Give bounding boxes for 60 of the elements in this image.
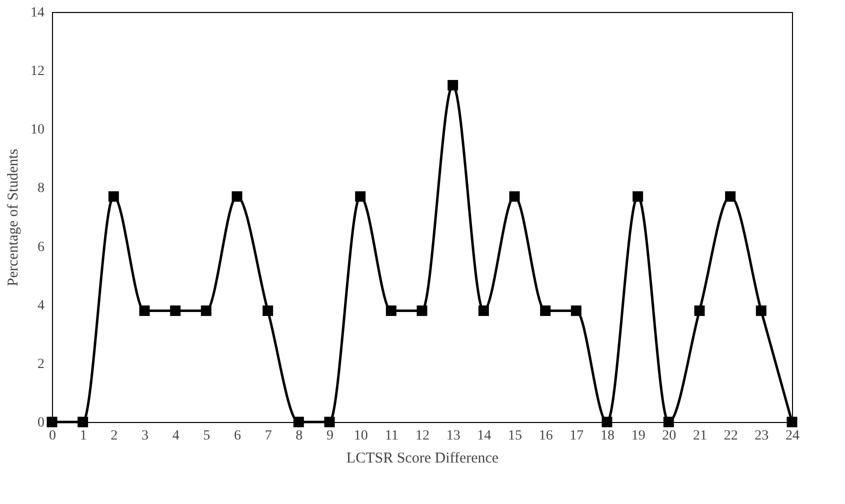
y-tick-label: 10 [30, 122, 44, 138]
point [663, 416, 674, 428]
y-tick-label: 12 [30, 64, 44, 80]
y-tick-label: 14 [30, 6, 44, 20]
point [355, 191, 366, 202]
x-tick-label: 12 [416, 428, 430, 444]
y-tick-label: 8 [38, 181, 44, 196]
x-tick-label: 7 [264, 428, 272, 444]
point [78, 416, 88, 428]
point [262, 305, 274, 316]
point [200, 305, 212, 316]
point [46, 416, 58, 428]
x-tick-label: 3 [142, 428, 148, 444]
x-axis-title: LCTSR Score Difference [346, 450, 499, 466]
point [139, 305, 150, 316]
y-axis-title: Percentage of Students [6, 148, 22, 286]
y-tick-label: 0 [38, 416, 44, 430]
y-tick-label: 6 [38, 240, 44, 255]
x-tick-label: 1 [80, 428, 87, 444]
x-tick-label: 14 [477, 428, 492, 444]
x-tick-label: 24 [786, 428, 800, 444]
x-tick-label: 20 [662, 428, 676, 444]
point [293, 416, 304, 428]
point [416, 305, 428, 316]
x-tick-label: 16 [538, 428, 553, 444]
point [632, 191, 644, 202]
x-tick-label: 8 [296, 428, 303, 444]
x-tick-label: 0 [49, 428, 56, 444]
point [725, 191, 736, 202]
point [570, 305, 582, 316]
x-tick-label: 23 [754, 428, 769, 444]
point [448, 80, 458, 90]
x-tick-label: 2 [110, 428, 118, 444]
y-tick-label: 4 [38, 298, 44, 314]
x-tick-label: 22 [724, 428, 738, 444]
x-tick-label: 5 [203, 428, 210, 444]
point [786, 416, 798, 428]
point [386, 305, 396, 316]
x-tick-label: 11 [384, 428, 398, 444]
y-tick-label: 2 [38, 356, 44, 372]
x-tick-label: 6 [234, 428, 241, 444]
point [170, 305, 181, 316]
point [509, 191, 520, 202]
point [324, 416, 335, 428]
x-tick-label: 15 [508, 428, 522, 444]
x-tick-label: 9 [326, 428, 334, 444]
x-tick-label: 21 [693, 428, 707, 444]
point [694, 305, 705, 316]
x-tick-label: 17 [570, 428, 584, 444]
x-tick-label: 10 [354, 428, 368, 444]
x-tick-label: 18 [600, 428, 614, 444]
point [232, 191, 242, 202]
x-tick-label: 13 [446, 428, 460, 444]
x-tick-label: 4 [172, 428, 180, 444]
point [478, 305, 489, 316]
point [108, 191, 119, 202]
point [602, 416, 612, 428]
point [756, 305, 766, 316]
point [540, 305, 551, 316]
x-tick-label: 19 [631, 428, 646, 444]
